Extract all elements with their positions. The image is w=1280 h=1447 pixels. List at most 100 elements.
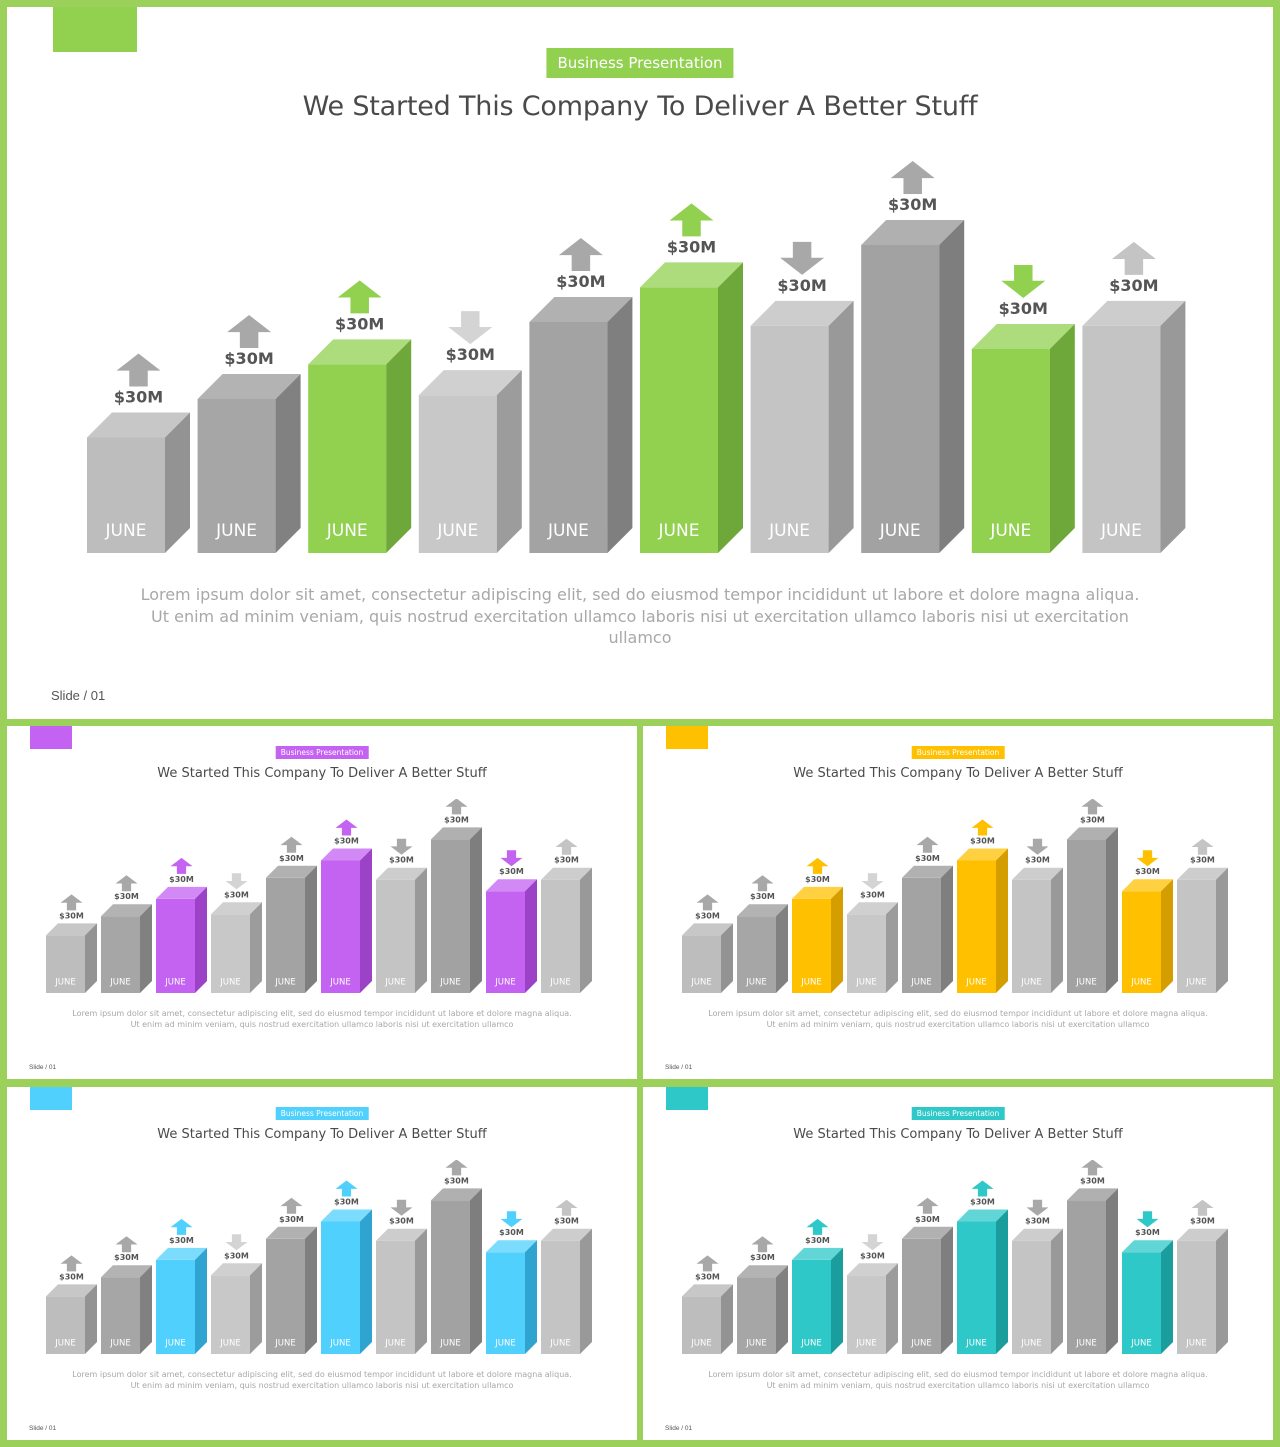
bar-7: JUNE $30M	[750, 241, 854, 553]
bar-10: JUNE $30M	[1177, 838, 1228, 993]
value-label: $30M	[1080, 1176, 1105, 1185]
value-label: $30M	[59, 1272, 84, 1281]
arrow-up-icon	[751, 875, 774, 892]
bar-2: JUNE $30M	[737, 1236, 788, 1354]
value-label: $30M	[860, 890, 885, 899]
bar-chart: JUNE $30M JUNE $30M JUNE $30M JUNE $30M JUNE $30M…	[682, 799, 1228, 993]
value-label: $30M	[1135, 867, 1160, 876]
value-label: $30M	[805, 875, 830, 884]
arrow-up-icon	[115, 1236, 138, 1253]
category-label: JUNE	[855, 978, 876, 988]
category-label: JUNE	[109, 1339, 130, 1349]
value-label: $30M	[999, 299, 1048, 318]
bar-10: JUNE $30M	[1177, 1199, 1228, 1354]
arrow-up-icon	[280, 836, 303, 853]
value-label: $30M	[1025, 1217, 1050, 1226]
bar-3: JUNE $30M	[792, 1218, 843, 1354]
category-label: JUNE	[326, 521, 368, 541]
bar-2: JUNE $30M	[737, 875, 788, 993]
value-label: $30M	[556, 272, 605, 291]
value-label: $30M	[114, 1253, 139, 1262]
bar-3: JUNE $30M	[308, 280, 412, 553]
bar-2: JUNE $30M	[197, 315, 301, 553]
category-tag: Business Presentation	[911, 746, 1005, 759]
arrow-up-icon	[1081, 1160, 1104, 1176]
arrow-up-icon	[696, 894, 719, 911]
value-label: $30M	[224, 890, 249, 899]
bar-10: JUNE $30M	[541, 838, 592, 993]
category-label: JUNE	[384, 978, 405, 988]
accent-block	[666, 1087, 708, 1110]
slide-title: We Started This Company To Deliver A Bet…	[157, 1127, 487, 1142]
category-label: JUNE	[109, 978, 130, 988]
bar-5: JUNE $30M	[529, 238, 633, 553]
category-label: JUNE	[1130, 1339, 1151, 1349]
value-label: $30M	[1190, 1217, 1215, 1226]
arrow-down-icon	[225, 1234, 248, 1251]
category-tag: Business Presentation	[275, 1107, 369, 1120]
category-label: JUNE	[164, 978, 185, 988]
slide-main: Business Presentation We Started This Co…	[7, 7, 1273, 719]
bar-9: JUNE $30M	[971, 264, 1075, 553]
bar-4: JUNE $30M	[418, 311, 522, 553]
bar-3: JUNE $30M	[156, 1218, 207, 1354]
slide-title: We Started This Company To Deliver A Bet…	[793, 766, 1123, 781]
value-label: $30M	[444, 1176, 469, 1185]
arrow-up-icon	[916, 1197, 939, 1214]
category-label: JUNE	[989, 521, 1031, 541]
value-label: $30M	[554, 1217, 579, 1226]
arrow-down-icon	[225, 873, 248, 890]
value-label: $30M	[446, 345, 495, 364]
arrow-down-icon	[780, 241, 825, 275]
value-label: $30M	[860, 1251, 885, 1260]
arrow-up-icon	[60, 1255, 83, 1272]
bar-7: JUNE $30M	[1012, 838, 1063, 993]
category-label: JUNE	[219, 1339, 240, 1349]
accent-block	[666, 726, 708, 749]
arrow-up-icon	[335, 1180, 358, 1197]
bar-9: JUNE $30M	[486, 1211, 537, 1354]
bar-9: JUNE $30M	[1122, 850, 1173, 993]
category-label: JUNE	[1185, 978, 1206, 988]
category-tag: Business Presentation	[911, 1107, 1005, 1120]
value-label: $30M	[970, 1198, 995, 1207]
bar-1: JUNE $30M	[682, 894, 733, 993]
category-label: JUNE	[800, 978, 821, 988]
value-label: $30M	[334, 837, 359, 846]
value-label: $30M	[334, 1198, 359, 1207]
accent-block	[53, 7, 137, 52]
arrow-down-icon	[390, 1199, 413, 1216]
arrow-down-icon	[1026, 838, 1049, 855]
value-label: $30M	[169, 1236, 194, 1245]
arrow-up-icon	[1081, 799, 1104, 815]
category-label: JUNE	[329, 978, 350, 988]
bar-10: JUNE $30M	[1082, 241, 1186, 553]
arrow-up-icon	[1111, 241, 1156, 275]
arrow-up-icon	[337, 280, 382, 314]
value-label: $30M	[335, 314, 384, 333]
category-label: JUNE	[658, 521, 700, 541]
value-label: $30M	[114, 892, 139, 901]
bar-1: JUNE $30M	[682, 1255, 733, 1354]
category-label: JUNE	[494, 978, 515, 988]
value-label: $30M	[554, 856, 579, 865]
arrow-down-icon	[500, 850, 523, 867]
body-text: Lorem ipsum dolor sit amet, consectetur …	[72, 1370, 572, 1390]
arrow-down-icon	[1001, 264, 1046, 298]
bar-6: JUNE $30M	[321, 819, 372, 993]
value-label: $30M	[1109, 276, 1158, 295]
bar-6: JUNE $30M	[640, 203, 743, 553]
value-label: $30M	[279, 1215, 304, 1224]
value-label: $30M	[279, 854, 304, 863]
bar-8: JUNE $30M	[431, 799, 482, 993]
arrow-up-icon	[1191, 1199, 1214, 1216]
value-label: $30M	[389, 856, 414, 865]
bar-1: JUNE $30M	[87, 353, 190, 553]
bar-6: JUNE $30M	[957, 819, 1008, 993]
category-label: JUNE	[1075, 978, 1096, 988]
category-label: JUNE	[54, 978, 75, 988]
bar-5: JUNE $30M	[266, 836, 317, 993]
arrow-up-icon	[916, 836, 939, 853]
category-label: JUNE	[549, 978, 570, 988]
category-label: JUNE	[879, 521, 921, 541]
